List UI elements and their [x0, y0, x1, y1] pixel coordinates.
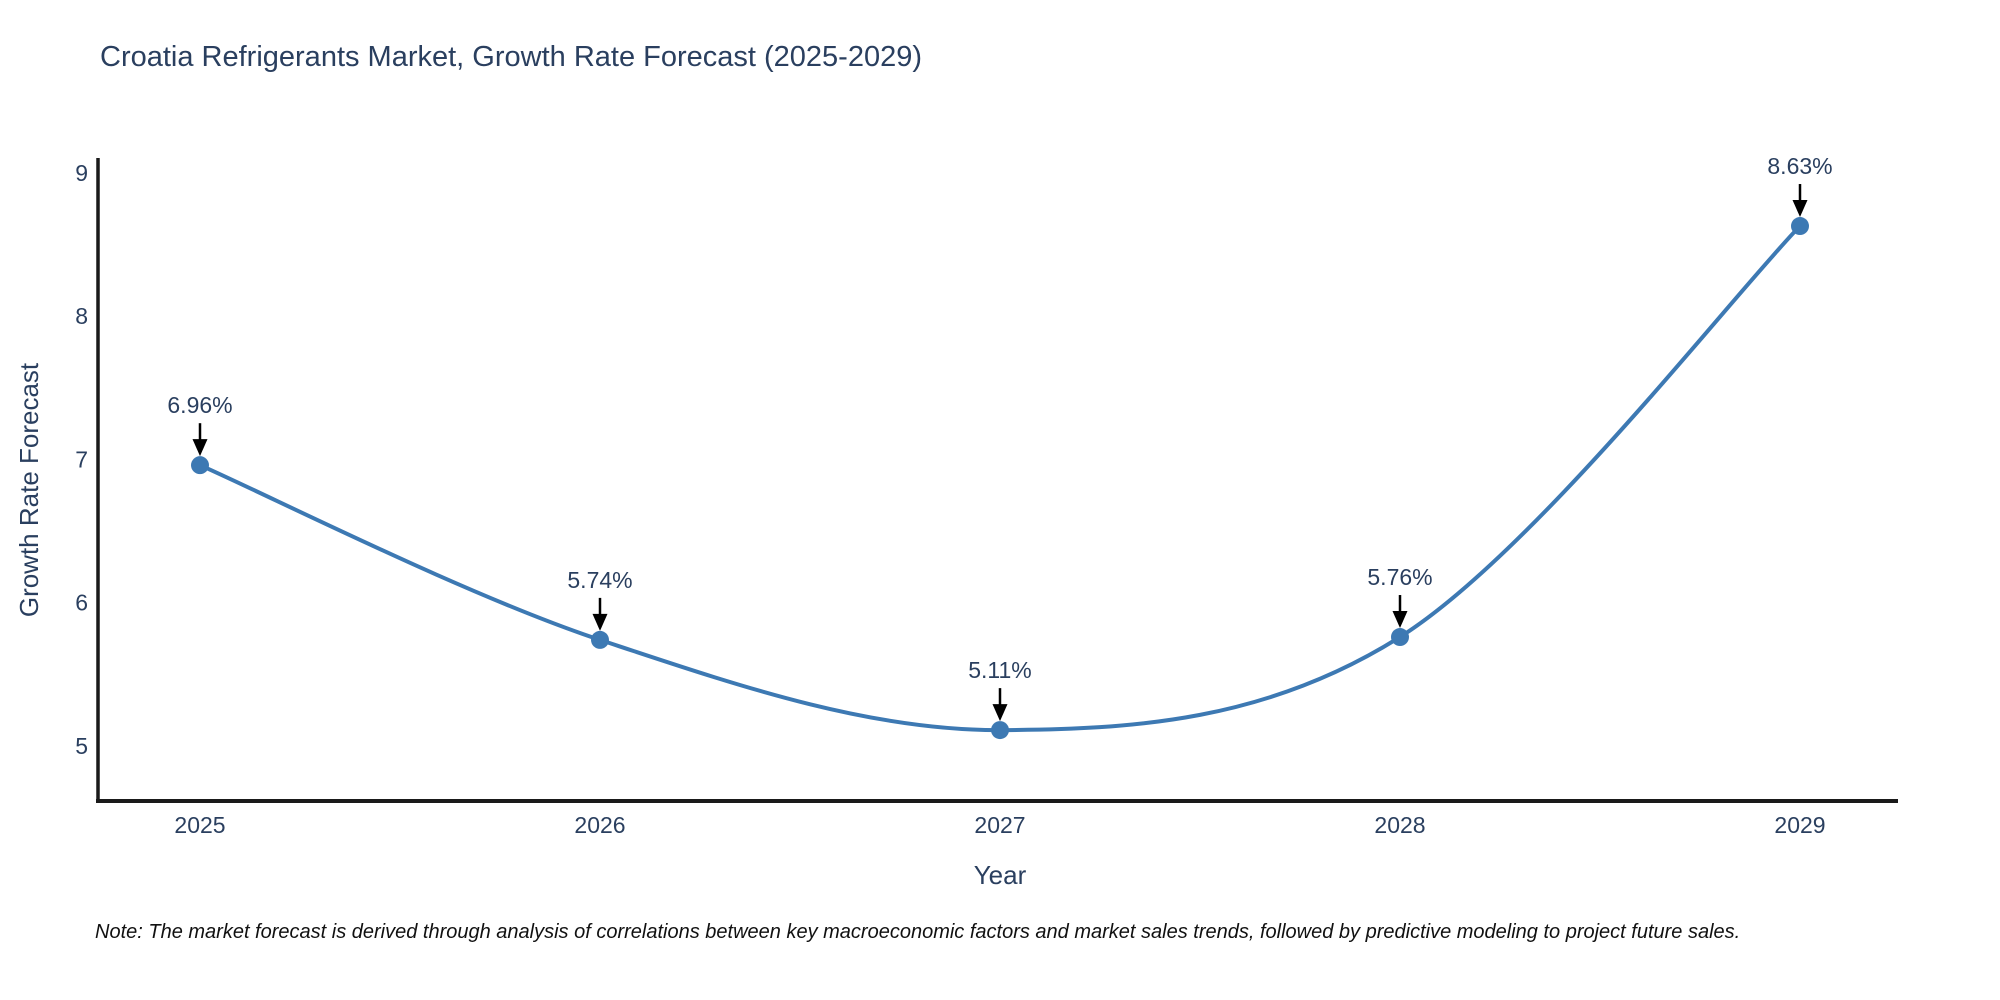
- data-point-label: 5.74%: [567, 567, 632, 593]
- footnote: Note: The market forecast is derived thr…: [95, 921, 1740, 943]
- annotation-arrowhead-icon: [992, 704, 1008, 722]
- data-point-label: 8.63%: [1767, 153, 1832, 179]
- data-point-label: 5.76%: [1367, 564, 1432, 590]
- x-tick-label: 2026: [574, 812, 625, 838]
- y-tick-label: 9: [75, 160, 88, 186]
- plot-area: [191, 217, 1809, 740]
- x-tick-label: 2025: [174, 812, 225, 838]
- data-point-marker: [591, 630, 609, 649]
- data-point-marker: [991, 721, 1009, 740]
- data-point-marker: [191, 456, 209, 475]
- data-point-marker: [1791, 217, 1809, 236]
- y-tick-label: 7: [75, 446, 88, 472]
- data-point-label: 5.11%: [968, 657, 1032, 683]
- annotation-arrowhead-icon: [192, 439, 208, 457]
- x-tick-label: 2027: [974, 812, 1025, 838]
- annotation-arrowhead-icon: [1792, 200, 1808, 218]
- x-tick-label: 2029: [1774, 812, 1825, 838]
- x-axis-tick-labels: 2025 2026 2027 2028 2029: [174, 812, 1825, 838]
- trend-line: [198, 224, 1802, 733]
- annotation-arrowhead-icon: [592, 613, 608, 631]
- y-tick-label: 8: [75, 303, 88, 329]
- data-annotations: 6.96% 5.74% 5.11% 5.76% 8.63%: [167, 153, 1833, 722]
- data-point-label: 6.96%: [167, 392, 232, 418]
- x-tick-label: 2028: [1374, 812, 1425, 838]
- y-tick-label: 6: [75, 590, 88, 616]
- x-axis-title: Year: [974, 860, 1027, 890]
- y-tick-label: 5: [75, 733, 88, 759]
- y-axis-title: Growth Rate Forecast: [14, 362, 44, 617]
- y-axis-tick-labels: 5 6 7 8 9: [75, 160, 88, 759]
- annotation-arrowhead-icon: [1392, 611, 1408, 629]
- data-point-marker: [1391, 628, 1409, 647]
- chart-title: Croatia Refrigerants Market, Growth Rate…: [100, 41, 922, 73]
